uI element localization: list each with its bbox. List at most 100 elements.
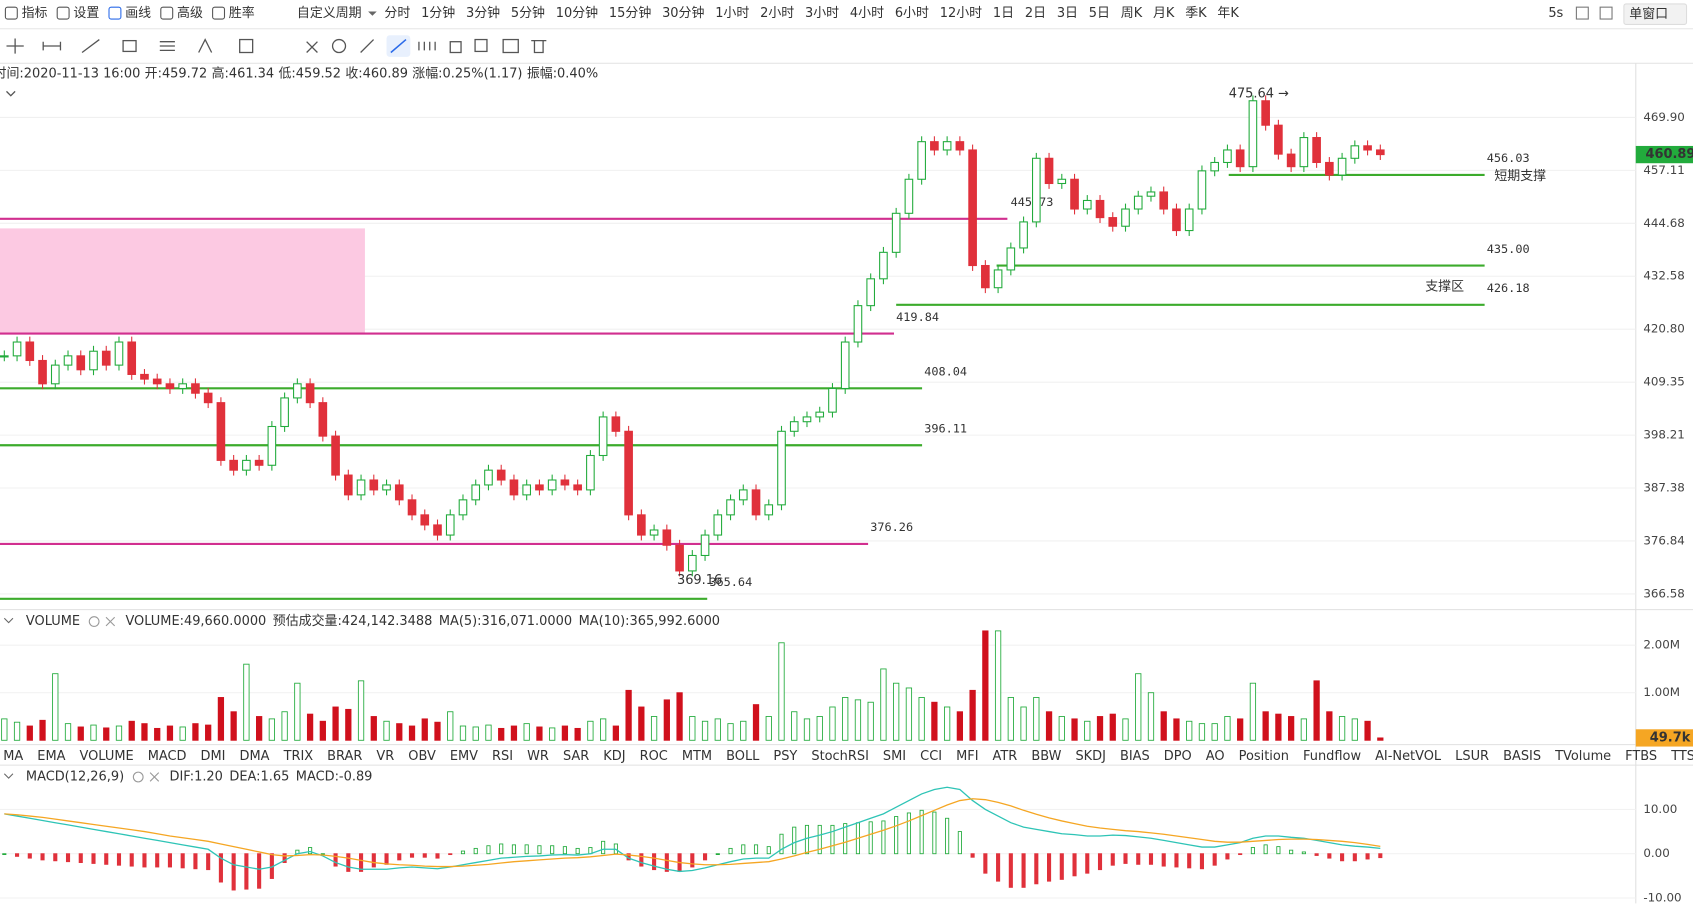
- indicator-tab[interactable]: ATR: [993, 749, 1018, 764]
- fullscreen-icon[interactable]: [1575, 6, 1589, 20]
- ray-tool[interactable]: [42, 41, 62, 51]
- crosshair-tool[interactable]: [6, 38, 24, 54]
- window-select[interactable]: 单窗口: [1629, 6, 1668, 22]
- indicator-tab[interactable]: KDJ: [603, 749, 625, 764]
- period-button[interactable]: 30分钟: [662, 5, 704, 21]
- macd-bar: [1289, 849, 1294, 855]
- period-button[interactable]: 1日: [993, 6, 1014, 21]
- indicator-tab[interactable]: BOLL: [726, 749, 760, 764]
- indicator-tab[interactable]: BIAS: [1120, 749, 1150, 764]
- indicator-tab[interactable]: AI-NetVOL: [1375, 749, 1442, 764]
- indicator-tab[interactable]: EMV: [450, 749, 478, 764]
- refresh-interval[interactable]: 5s: [1548, 6, 1563, 21]
- period-button[interactable]: 1分钟: [421, 5, 455, 21]
- indicator-tab[interactable]: MA: [3, 749, 23, 764]
- period-button[interactable]: 2小时: [760, 6, 794, 21]
- indicator-tab[interactable]: Fundflow: [1303, 749, 1361, 764]
- period-button[interactable]: 周K: [1121, 6, 1143, 21]
- toolbar-button[interactable]: 指标: [22, 6, 48, 21]
- volume-bar: [638, 706, 645, 741]
- copy-tool[interactable]: [474, 38, 488, 53]
- period-button[interactable]: 季K: [1185, 6, 1207, 21]
- period-button[interactable]: 5分钟: [511, 5, 545, 21]
- period-button[interactable]: 年K: [1217, 6, 1239, 21]
- indicator-tab[interactable]: EMA: [37, 749, 65, 764]
- period-button[interactable]: 15分钟: [609, 5, 651, 21]
- indicator-tab[interactable]: TTSI: [1670, 749, 1693, 764]
- indicator-tab[interactable]: Position: [1239, 749, 1289, 764]
- period-button[interactable]: 3分钟: [466, 5, 500, 21]
- grid-tool[interactable]: [418, 41, 436, 51]
- toolbar-button[interactable]: 胜率: [229, 5, 255, 21]
- indicator-tab[interactable]: BASIS: [1503, 749, 1541, 764]
- candle-body: [866, 278, 876, 307]
- indicator-tab[interactable]: MACD: [148, 749, 187, 764]
- period-button[interactable]: 6小时: [895, 6, 929, 21]
- indicator-tab[interactable]: OBV: [408, 749, 436, 764]
- indicator-tab[interactable]: BRAR: [327, 749, 362, 764]
- indicator-tab[interactable]: MTM: [682, 749, 712, 764]
- lock-tool[interactable]: [449, 41, 462, 54]
- period-button[interactable]: 3日: [1057, 6, 1078, 21]
- period-button[interactable]: 4小时: [850, 6, 884, 21]
- indicator-tab[interactable]: FTBS: [1625, 749, 1657, 764]
- rect-tool[interactable]: [122, 39, 137, 53]
- indicator-tab[interactable]: PSY: [773, 749, 797, 764]
- period-button[interactable]: 分时: [384, 6, 410, 21]
- indicator-tab[interactable]: MFI: [956, 749, 978, 764]
- collapse-toggle[interactable]: [6, 90, 16, 97]
- close-icon[interactable]: [149, 772, 160, 782]
- pattern-tool[interactable]: [331, 38, 347, 54]
- indicator-tab[interactable]: ROC: [640, 749, 668, 764]
- indicator-tab[interactable]: TVolume: [1554, 749, 1611, 764]
- popout-icon[interactable]: [1599, 6, 1613, 20]
- ruler-tool[interactable]: [360, 39, 375, 53]
- period-button[interactable]: 月K: [1153, 6, 1175, 21]
- indicator-tab[interactable]: SKDJ: [1075, 749, 1105, 764]
- volume-bar: [854, 699, 862, 741]
- settings-icon[interactable]: [132, 771, 144, 783]
- volume-bar: [52, 673, 59, 741]
- toolbar-button[interactable]: 高级: [177, 5, 203, 21]
- settings-icon[interactable]: [88, 616, 100, 627]
- indicator-tab[interactable]: LSUR: [1455, 749, 1489, 764]
- indicator-tab[interactable]: DMI: [201, 749, 226, 764]
- toolbar-button[interactable]: 画线: [125, 6, 151, 21]
- indicator-tab[interactable]: StochRSI: [811, 749, 869, 764]
- indicator-tab[interactable]: AO: [1206, 749, 1225, 764]
- period-button[interactable]: 10分钟: [556, 5, 598, 21]
- pen-tool[interactable]: [390, 38, 407, 54]
- period-button[interactable]: 2日: [1025, 6, 1046, 21]
- period-menu[interactable]: 自定义周期: [297, 6, 362, 21]
- parallel-tool[interactable]: [159, 41, 175, 51]
- indicator-tab[interactable]: CCI: [920, 749, 942, 764]
- indicator-tab[interactable]: DMA: [240, 749, 270, 764]
- volume-bar: [141, 723, 148, 741]
- indicator-tab[interactable]: SAR: [563, 749, 589, 764]
- indicator-tab[interactable]: RSI: [492, 749, 513, 764]
- macd-bar: [359, 853, 364, 872]
- volume-bar: [1377, 737, 1384, 741]
- measure-tool[interactable]: [239, 38, 254, 54]
- fib-tool[interactable]: [306, 41, 318, 53]
- period-button[interactable]: 1小时: [715, 6, 749, 21]
- screenshot-tool[interactable]: [502, 38, 519, 54]
- period-button[interactable]: 5日: [1089, 6, 1110, 21]
- y-tick-label: 444.68: [1643, 216, 1685, 230]
- collapse-caret: [3, 617, 14, 624]
- indicator-tab[interactable]: VR: [376, 749, 394, 764]
- close-icon[interactable]: [105, 616, 116, 627]
- candle-body: [1006, 247, 1016, 271]
- indicator-tab[interactable]: VOLUME: [80, 749, 134, 764]
- period-button[interactable]: 12小时: [940, 6, 982, 21]
- delete-tool[interactable]: [531, 39, 547, 54]
- indicator-tab[interactable]: DPO: [1164, 749, 1192, 764]
- wave-tool[interactable]: [198, 38, 213, 53]
- indicator-tab[interactable]: SMI: [883, 749, 906, 764]
- toolbar-button[interactable]: 设置: [73, 6, 99, 21]
- period-button[interactable]: 3小时: [805, 6, 839, 21]
- indicator-tab[interactable]: WR: [527, 749, 549, 764]
- indicator-tab[interactable]: BBW: [1031, 749, 1061, 764]
- trendline-tool[interactable]: [81, 39, 100, 54]
- indicator-tab[interactable]: TRIX: [283, 749, 314, 764]
